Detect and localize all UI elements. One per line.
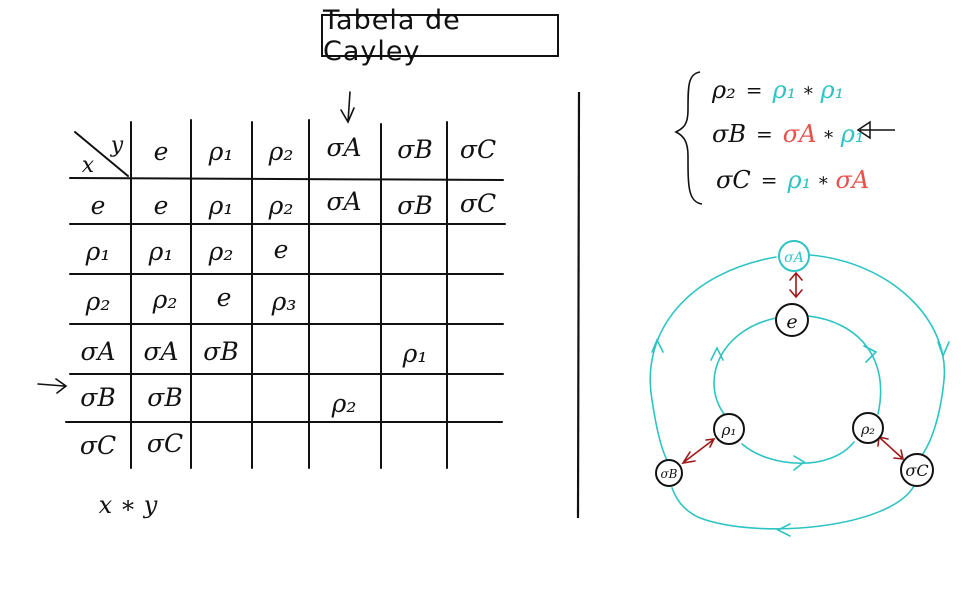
- table-cell: σB: [147, 382, 183, 412]
- node-label-sigma-c: σC: [905, 461, 928, 480]
- edge-sc-sb: [671, 485, 915, 530]
- node-label-sigma-a: σA: [784, 250, 804, 266]
- arrowhead-up-inner-icon: [710, 346, 724, 361]
- row-header-rho2: ρ₂: [85, 286, 111, 316]
- divider: [576, 91, 581, 519]
- table-cell: ρ₂: [208, 236, 234, 266]
- arrowhead-bottom-inner-icon: [793, 455, 806, 471]
- relation-3-a: ρ₁: [787, 166, 812, 194]
- row-header-sigma-b: σB: [80, 382, 116, 412]
- page-title: Tabela de Cayley: [321, 5, 559, 67]
- arrowhead-right-inner-icon: [863, 345, 878, 363]
- table-cell: ρ₂: [268, 190, 294, 220]
- table-cell: ρ₃: [271, 286, 297, 316]
- table-cell: σC: [459, 188, 497, 218]
- relation-1-eq: =: [745, 78, 763, 102]
- cayley-graph-edges: [649, 254, 950, 537]
- row-header-e: e: [90, 190, 106, 220]
- col-header-sigma-c: σC: [459, 134, 497, 164]
- relation-3-star: ∗: [817, 169, 830, 191]
- brace: [674, 71, 703, 205]
- relation-2-eq: =: [756, 122, 773, 146]
- grid-hline-header: [69, 177, 504, 181]
- col-header-rho1: ρ₁: [208, 136, 234, 166]
- edge-e-r1: [713, 317, 777, 415]
- corner-diagonal: [74, 131, 129, 177]
- edge-e-r2: [807, 315, 882, 415]
- cayley-graph-nodes: [655, 240, 934, 487]
- relation-2-lhs: σB: [712, 120, 747, 148]
- node-label-rho1: ρ₁: [721, 421, 737, 439]
- relation-2-star: ∗: [822, 123, 835, 145]
- table-cell: σA: [326, 186, 362, 216]
- row-header-rho1: ρ₁: [85, 236, 111, 266]
- right-arrow-icon: [37, 378, 68, 394]
- down-arrow-icon: [340, 91, 355, 124]
- table-cell: e: [153, 190, 169, 220]
- left-arrow-icon: [856, 120, 895, 140]
- relation-2-b: ρ₁: [840, 120, 865, 148]
- node-sigma-c: [900, 453, 934, 487]
- arrowhead-up-icon: [651, 338, 664, 353]
- double-arrow-sa-e-icon: [789, 271, 803, 299]
- node-label-rho2: ρ₂: [860, 422, 875, 438]
- relation-1-b: ρ₁: [820, 76, 845, 104]
- row-header-sigma-c: σC: [79, 430, 117, 460]
- table-cell: σC: [146, 428, 184, 458]
- relation-3: σC = ρ₁ ∗ σA: [716, 166, 869, 194]
- highlight-arrows: [37, 91, 355, 394]
- corner-label-x: x: [81, 152, 95, 178]
- operation-note: x ∗ y: [98, 491, 158, 519]
- table-cell: ρ₂: [152, 284, 178, 314]
- table-cell: ρ₂: [331, 388, 357, 418]
- cayley-grid: [65, 119, 506, 469]
- cayley-graph-labels: σA e ρ₁ ρ₂ σB σC: [660, 250, 928, 481]
- relation-1: ρ₂ = ρ₁ ∗ ρ₁: [712, 76, 844, 104]
- relation-3-b: σA: [835, 166, 870, 194]
- node-label-e: e: [786, 311, 797, 333]
- relation-1-star: ∗: [802, 79, 815, 101]
- table-cell: ρ₁: [208, 190, 234, 220]
- row-header-sigma-a: σA: [80, 336, 116, 366]
- edge-sa-sc: [809, 254, 946, 459]
- col-header-sigma-b: σB: [397, 134, 433, 164]
- node-rho1: [713, 413, 745, 445]
- corner-label-y: y: [110, 132, 124, 158]
- col-header-rho2: ρ₂: [268, 136, 294, 166]
- arrowhead-down-icon: [937, 341, 950, 359]
- col-header-sigma-a: σA: [326, 132, 362, 162]
- relation-2-a: σA: [782, 120, 817, 148]
- table-cell: σB: [397, 190, 433, 220]
- relation-3-lhs: σC: [716, 166, 751, 194]
- double-arrow-r2-sc-icon: [877, 436, 905, 460]
- node-sigma-a: [778, 240, 810, 272]
- table-cell: σA: [143, 336, 179, 366]
- involution-arrows: [681, 271, 905, 465]
- node-rho2: [852, 412, 884, 444]
- table-cell: ρ₁: [402, 338, 428, 368]
- relation-1-a: ρ₁: [772, 76, 797, 104]
- node-label-sigma-b: σB: [660, 467, 677, 481]
- node-sigma-b: [655, 459, 683, 487]
- col-header-e: e: [153, 136, 169, 166]
- double-arrow-sb-r1-icon: [681, 438, 716, 465]
- relation-1-lhs: ρ₂: [712, 76, 736, 104]
- page-title-text: Tabela de Cayley: [323, 4, 461, 67]
- arrowhead-left-icon: [776, 523, 791, 537]
- edge-sa-sb: [649, 256, 777, 463]
- relation-2: σB = σA ∗ ρ₁: [712, 120, 864, 148]
- node-e: [775, 303, 809, 337]
- table-cell: e: [216, 282, 232, 312]
- edge-r1-r2: [741, 441, 855, 465]
- table-cell: ρ₁: [148, 236, 174, 266]
- relation-3-eq: =: [760, 168, 778, 192]
- table-cell: e: [273, 234, 289, 264]
- table-cell: σB: [203, 336, 239, 366]
